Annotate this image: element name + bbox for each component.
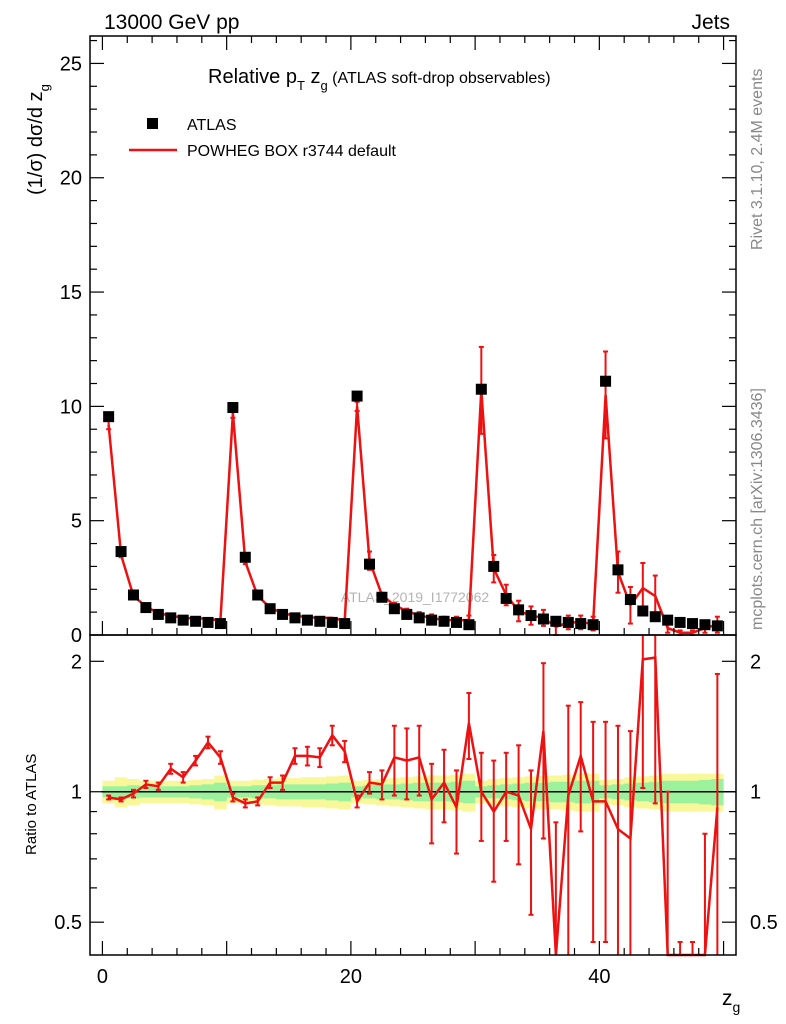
ratio-y-tick-label-right: 2 xyxy=(750,651,761,673)
main-panel: ATLAS_2019_I1772062 0 5 10 15 20 25 Relative … xyxy=(25,35,737,647)
ratio-panel: 0.5 0.51 12 20 20 40 Ratio to ATLAS zg xyxy=(23,634,778,1015)
energy-label: 13000 GeV pp xyxy=(104,11,239,34)
ratio-y-tick-label-left: 1 xyxy=(71,782,82,804)
atlas-data-point xyxy=(426,614,438,626)
atlas-data-point xyxy=(488,560,500,572)
atlas-data-point xyxy=(401,608,413,620)
main-y-axis-label: (1/σ) dσ/d zg xyxy=(25,84,52,195)
mcplots-reference-text: mcplots.cern.ch [arXiv:1306.3436] xyxy=(749,388,766,630)
atlas-data-point xyxy=(600,375,612,387)
main-plot-area xyxy=(90,36,736,635)
x-tick-label: 20 xyxy=(340,966,362,988)
atlas-data-point xyxy=(413,612,425,624)
atlas-data-point xyxy=(314,615,326,627)
main-y-tick-label: 15 xyxy=(60,282,82,304)
atlas-data-point xyxy=(463,619,475,631)
atlas-data-point xyxy=(612,564,624,576)
atlas-data-point xyxy=(264,603,276,615)
atlas-data-point xyxy=(103,411,115,423)
ratio-y-tick-label-left: 2 xyxy=(71,651,82,673)
atlas-data-point xyxy=(127,589,139,601)
atlas-data-point xyxy=(364,558,376,570)
x-axis-label: zg xyxy=(722,987,740,1015)
category-label: Jets xyxy=(691,11,730,34)
atlas-data-point xyxy=(575,618,587,630)
atlas-data-point xyxy=(239,551,251,563)
atlas-data-point xyxy=(438,615,450,627)
atlas-data-point xyxy=(140,602,152,614)
atlas-data-point xyxy=(326,616,338,628)
ratio-axes-layer: 0.5 0.51 12 20 20 40 xyxy=(54,634,778,988)
atlas-data-point xyxy=(289,612,301,624)
atlas-data-point xyxy=(637,605,649,617)
atlas-data-point xyxy=(711,620,723,632)
analysis-watermark: ATLAS_2019_I1772062 xyxy=(341,589,490,605)
main-data-layer xyxy=(103,375,723,632)
legend-powheg-label: POWHEG BOX r3744 default xyxy=(187,143,397,160)
ratio-y-tick-label-right: 0.5 xyxy=(750,912,778,934)
ratio-y-tick-label-left: 0.5 xyxy=(54,912,82,934)
main-y-tick-label: 10 xyxy=(60,396,82,418)
atlas-data-point xyxy=(537,613,549,625)
atlas-data-point xyxy=(115,546,127,558)
atlas-data-point xyxy=(227,402,239,414)
ratio-frame xyxy=(89,634,737,956)
atlas-data-point xyxy=(376,591,388,603)
atlas-data-point xyxy=(500,592,512,604)
atlas-data-point xyxy=(351,390,363,402)
atlas-data-point xyxy=(252,589,264,601)
ratio-mc-layer xyxy=(106,635,720,957)
main-y-tick-label: 5 xyxy=(71,511,82,533)
plot-title: Relative pT zg (ATLAS soft-drop observab… xyxy=(208,66,551,93)
atlas-data-point xyxy=(277,608,289,620)
atlas-data-point xyxy=(301,614,313,626)
atlas-data-point xyxy=(662,614,674,626)
legend: ATLAS POWHEG BOX r3744 default xyxy=(129,117,397,160)
atlas-data-point xyxy=(339,618,351,630)
atlas-data-point xyxy=(152,608,164,620)
rivet-version-text: Rivet 3.1.10, 2.4M events xyxy=(749,69,766,250)
legend-atlas-marker xyxy=(147,118,158,129)
main-y-tick-label: 20 xyxy=(60,168,82,190)
main-y-tick-label: 25 xyxy=(60,53,82,75)
main-y-tick-label: 0 xyxy=(71,625,82,647)
ratio-y-tick-label-right: 1 xyxy=(750,782,761,804)
atlas-data-point xyxy=(550,615,562,627)
atlas-data-point xyxy=(649,611,661,623)
atlas-data-point xyxy=(687,618,699,630)
atlas-data-point xyxy=(388,603,400,615)
ratio-y-axis-label: Ratio to ATLAS xyxy=(23,754,40,855)
atlas-data-point xyxy=(587,619,599,631)
x-tick-label: 0 xyxy=(97,966,108,988)
legend-atlas-label: ATLAS xyxy=(187,117,237,134)
atlas-data-point xyxy=(624,594,636,606)
main-axes-layer: 0 5 10 15 20 25 xyxy=(60,35,737,647)
atlas-data-point xyxy=(525,610,537,622)
atlas-data-point xyxy=(450,616,462,628)
atlas-data-point xyxy=(190,615,202,627)
atlas-data-point xyxy=(562,616,574,628)
atlas-data-point xyxy=(475,383,487,395)
atlas-data-point xyxy=(699,619,711,631)
atlas-data-point xyxy=(513,604,525,616)
atlas-data-point xyxy=(202,616,214,628)
ratio-mc-line xyxy=(108,656,719,957)
x-tick-label: 40 xyxy=(588,966,610,988)
atlas-data-point xyxy=(165,612,177,624)
atlas-data-point xyxy=(177,614,189,626)
atlas-data-point xyxy=(674,616,686,628)
atlas-data-point xyxy=(214,618,226,630)
